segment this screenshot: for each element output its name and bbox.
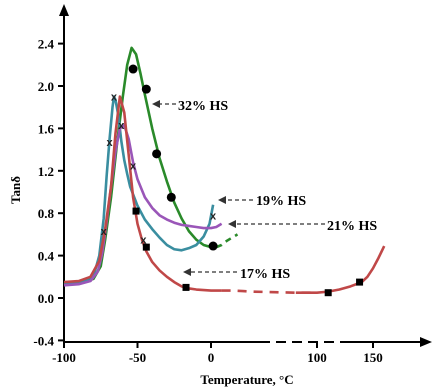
annotation-arrowhead xyxy=(152,100,160,108)
data-point-x: x xyxy=(210,210,217,222)
data-point-x: x xyxy=(130,161,137,173)
x-tick-label: 100 xyxy=(307,350,327,365)
series-line-2 xyxy=(63,123,223,287)
y-tick-label: -0.4 xyxy=(33,333,54,348)
x-axis-arrow xyxy=(420,337,432,347)
series-line-3 xyxy=(295,245,386,295)
annotation-arrowhead xyxy=(218,196,226,204)
y-tick-label: 0.4 xyxy=(38,249,55,264)
data-point-square xyxy=(132,207,140,215)
y-tick-label: 2.4 xyxy=(38,37,55,52)
series-line-1 xyxy=(63,95,215,286)
y-axis-label: Tanδ xyxy=(8,176,23,204)
series-line-0 xyxy=(63,46,217,286)
data-point-x: x xyxy=(111,92,118,104)
y-tick-label: 2.0 xyxy=(38,79,54,94)
data-point-square xyxy=(356,278,364,286)
annotation-arrowhead xyxy=(228,220,236,228)
x-axis-label: Temperature, °C xyxy=(200,372,293,387)
data-point-square xyxy=(324,289,332,297)
data-point-circle xyxy=(141,84,151,94)
data-point-square xyxy=(182,283,190,291)
data-point-square xyxy=(142,243,150,251)
y-tick-label: 1.6 xyxy=(38,121,55,136)
y-tick-label: 0.0 xyxy=(38,291,54,306)
x-tick-label: -50 xyxy=(129,350,146,365)
series-annotation: 21% HS xyxy=(327,219,377,234)
data-point-circle xyxy=(166,192,176,202)
annotation-arrowhead xyxy=(183,268,191,276)
y-axis-arrow xyxy=(59,4,69,16)
data-point-x: x xyxy=(107,137,114,149)
series-annotation: 17% HS xyxy=(240,267,290,282)
data-point-circle xyxy=(152,149,162,159)
data-point-x: x xyxy=(118,120,125,132)
x-tick-label: -100 xyxy=(52,350,76,365)
series-annotation: 32% HS xyxy=(178,99,228,114)
series-line-3 xyxy=(63,95,222,292)
series-annotation: 19% HS xyxy=(256,194,306,209)
data-point-x: x xyxy=(140,235,147,247)
y-tick-label: 1.2 xyxy=(38,164,54,179)
series-line-dashed-0 xyxy=(215,233,239,249)
y-tick-label: 0.8 xyxy=(38,206,55,221)
x-tick-label: 150 xyxy=(363,350,383,365)
data-point-x: x xyxy=(101,226,108,238)
x-tick-label: 0 xyxy=(208,350,215,365)
data-point-circle xyxy=(208,241,218,251)
chart-axes xyxy=(59,4,432,347)
data-point-circle xyxy=(128,64,138,74)
